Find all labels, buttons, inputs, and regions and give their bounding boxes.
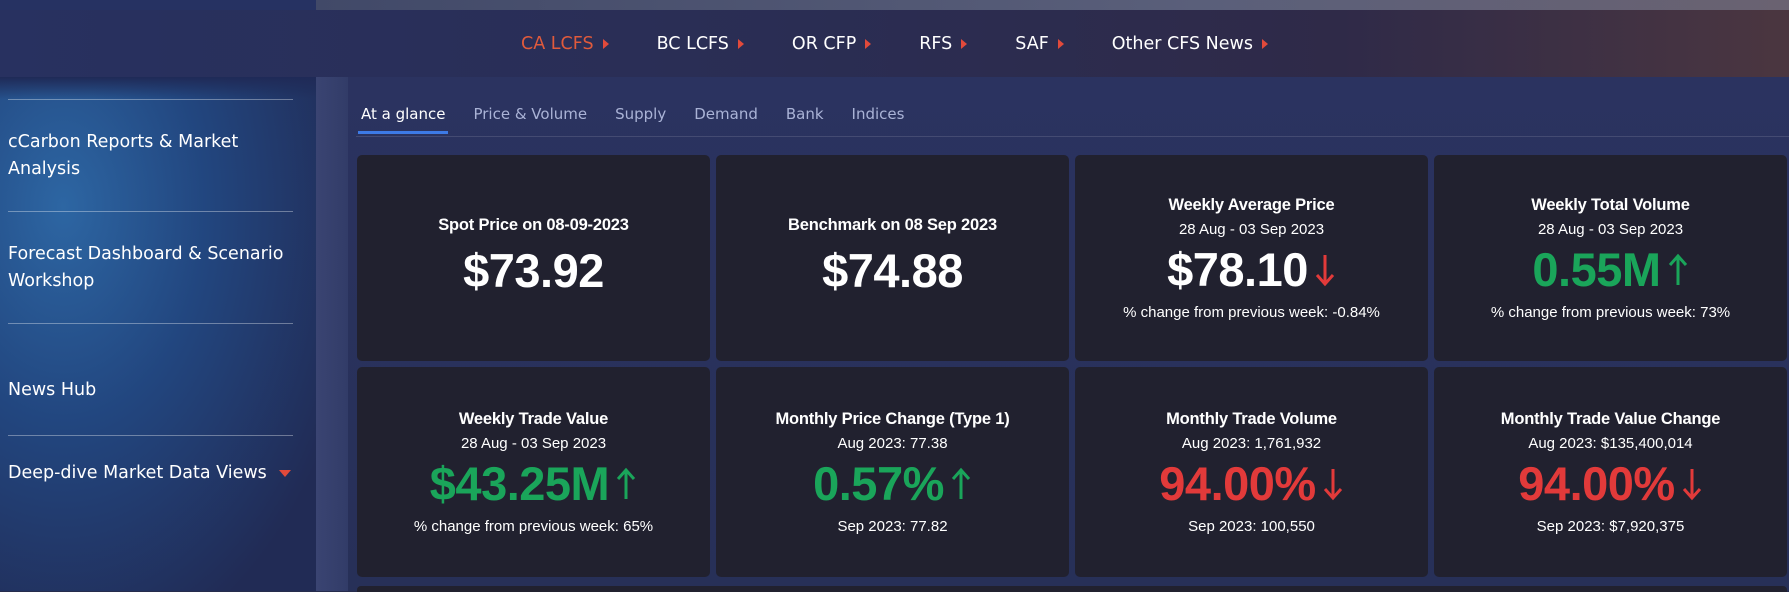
kpi-card-monthly-trade-value-change: Monthly Trade Value Change Aug 2023: $13… [1434,367,1787,577]
caret-right-icon [961,38,968,49]
arrow-up-icon [617,467,636,499]
sidebar-item-deep-dive[interactable]: Deep-dive Market Data Views [8,435,293,510]
kpi-card-spot-price: Spot Price on 08-09-2023 $73.92 [357,155,710,361]
card-value-text: $78.10 [1167,242,1308,296]
kpi-card-weekly-total-volume: Weekly Total Volume 28 Aug - 03 Sep 2023… [1434,155,1787,361]
sidebar-top-bar [0,0,316,10]
card-title: Weekly Trade Value [458,409,609,428]
card-change-note: % change from previous week: 65% [413,517,654,535]
sidebar-item-forecast[interactable]: Forecast Dashboard & Scenario Workshop [8,211,293,324]
nav-item-other-cfs-news[interactable]: Other CFS News [1112,34,1268,54]
caret-right-icon [1261,38,1268,49]
caret-right-icon [602,38,609,49]
card-value-text: $73.92 [463,243,604,297]
nav-label: OR CFP [791,33,857,54]
sidebar-item-label: News Hub [8,379,97,400]
tab-price-volume[interactable]: Price & Volume [473,105,588,123]
card-title: Spot Price on 08-09-2023 [438,215,629,234]
caret-down-icon [279,469,291,477]
nav-label: Other CFS News [1111,33,1253,54]
sidebar-shadow [0,77,316,99]
nav-item-rfs[interactable]: RFS [919,33,968,54]
card-title: Monthly Trade Volume [1166,409,1337,428]
sidebar-item-label: Deep-dive Market Data Views [8,462,267,483]
tab-bar: At a glance Price & Volume Supply Demand… [358,99,929,134]
nav-label: SAF [1015,33,1049,54]
kpi-grid: Spot Price on 08-09-2023 $73.92 Benchmar… [357,155,1787,577]
card-value: $78.10 [1167,240,1336,300]
sidebar-item-label: Forecast Dashboard & Scenario Workshop [8,244,284,291]
nav-item-bc-lcfs[interactable]: BC LCFS [657,34,744,54]
tab-bank[interactable]: Bank [785,105,824,123]
tab-supply[interactable]: Supply [615,105,667,123]
card-title: Monthly Trade Value Change [1500,409,1721,428]
card-value: 0.57% [813,454,972,514]
card-change-note: % change from previous week: -0.84% [1123,303,1380,321]
card-value-text: $43.25M [429,456,610,510]
card-value-text: 0.55M [1532,242,1661,296]
kpi-card-monthly-trade-volume: Monthly Trade Volume Aug 2023: 1,761,932… [1075,367,1428,577]
main-content: At a glance Price & Volume Supply Demand… [348,77,1789,592]
card-value-text: 94.00% [1159,456,1316,510]
nav-item-or-cfp[interactable]: OR CFP [791,33,872,54]
caret-right-icon [737,38,744,49]
tab-divider [356,136,1789,137]
card-change-note: % change from previous week: 73% [1490,303,1731,321]
nav-item-saf[interactable]: SAF [1015,33,1064,54]
card-title: Weekly Average Price [1168,195,1335,214]
tab-indices[interactable]: Indices [851,105,905,123]
card-value: $43.25M [430,454,637,514]
sidebar-item-reports[interactable]: cCarbon Reports & Market Analysis [8,99,293,212]
tab-demand[interactable]: Demand [694,105,758,123]
nav-label: CA LCFS [521,33,594,54]
card-value: 0.55M [1532,240,1688,300]
card-value-text: 94.00% [1518,456,1675,510]
card-value: $73.92 [463,241,604,301]
kpi-card-monthly-price-change: Monthly Price Change (Type 1) Aug 2023: … [716,367,1069,577]
nav-label: RFS [919,33,953,54]
card-previous-month: Aug 2023: 77.38 [837,434,948,452]
card-value: 94.00% [1159,454,1343,514]
kpi-card-weekly-trade-value: Weekly Trade Value 28 Aug - 03 Sep 2023 … [357,367,710,577]
arrow-down-icon [1315,254,1334,286]
card-date-range: 28 Aug - 03 Sep 2023 [460,434,607,452]
card-date-range: 28 Aug - 03 Sep 2023 [1178,220,1325,238]
card-current-month: Sep 2023: 77.82 [837,517,948,535]
card-value: 94.00% [1518,454,1702,514]
caret-right-icon [1057,38,1064,49]
sidebar-item-news-hub[interactable]: News Hub [8,323,293,436]
card-current-month: Sep 2023: 100,550 [1188,517,1315,535]
card-current-month: Sep 2023: $7,920,375 [1536,517,1685,535]
sidebar: cCarbon Reports & Market Analysis Foreca… [0,0,316,591]
sidebar-item-label: cCarbon Reports & Market Analysis [8,132,239,179]
arrow-down-icon [1682,468,1701,500]
top-strip [316,0,1789,10]
card-title: Monthly Price Change (Type 1) [775,409,1010,428]
kpi-card-benchmark: Benchmark on 08 Sep 2023 $74.88 [716,155,1069,361]
arrow-down-icon [1323,468,1342,500]
nav-label: BC LCFS [656,33,729,54]
next-section-edge [357,586,1787,592]
card-title: Weekly Total Volume [1531,195,1690,214]
card-value-text: $74.88 [822,243,963,297]
nav-item-ca-lcfs[interactable]: CA LCFS [521,34,609,54]
caret-right-icon [865,38,872,49]
card-previous-month: Aug 2023: 1,761,932 [1181,434,1322,452]
card-title: Benchmark on 08 Sep 2023 [788,215,997,234]
arrow-up-icon [951,467,971,499]
card-date-range: 28 Aug - 03 Sep 2023 [1537,220,1684,238]
kpi-card-weekly-average-price: Weekly Average Price 28 Aug - 03 Sep 202… [1075,155,1428,361]
sidebar-divider [316,0,348,591]
top-nav: CA LCFS BC LCFS OR CFP RFS SAF Other CFS… [0,10,1789,77]
tab-at-a-glance[interactable]: At a glance [358,99,449,134]
arrow-up-icon [1668,253,1687,285]
card-previous-month: Aug 2023: $135,400,014 [1528,434,1693,452]
card-value: $74.88 [822,241,963,301]
card-value-text: 0.57% [813,456,944,510]
